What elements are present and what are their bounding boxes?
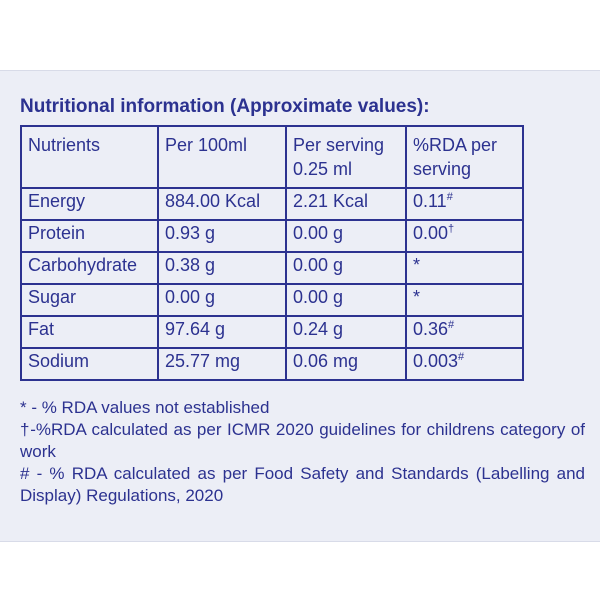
table-cell: 0.00 g: [157, 283, 287, 317]
cell-text: 0.003: [413, 351, 459, 371]
table-row: Protein 0.93 g 0.00 g 0.00†: [20, 219, 524, 253]
cell-text: 0.24 g: [293, 319, 344, 339]
cell-text: 0.93 g: [165, 223, 216, 243]
cell-text: Fat: [28, 319, 55, 339]
cell-text: 884.00 Kcal: [165, 191, 261, 211]
table-cell: 97.64 g: [157, 315, 287, 349]
cell-text: 0.00 g: [293, 223, 344, 243]
cell-text: 0.00 g: [165, 287, 216, 307]
table-row: Carbohydrate 0.38 g 0.00 g *: [20, 251, 524, 285]
table-cell: *: [405, 251, 524, 285]
header-row: Nutrients Per 100ml Per serving 0.25 ml %RD…: [20, 125, 524, 189]
table-cell: 0.93 g: [157, 219, 287, 253]
cell-text: 0.00 g: [293, 287, 344, 307]
table-cell: Carbohydrate: [20, 251, 159, 285]
cell-text: *: [413, 255, 421, 275]
header-cell: Nutrients: [20, 125, 159, 189]
table-cell: 0.00 g: [285, 251, 407, 285]
footnote-mark: #: [446, 191, 453, 203]
table-cell: 0.11#: [405, 187, 524, 221]
cell-text: Carbohydrate: [28, 255, 138, 275]
cell-text: 0.36: [413, 319, 449, 339]
table-cell: *: [405, 283, 524, 317]
table-cell: 0.00 g: [285, 283, 407, 317]
footnote: * - % RDA values not established: [20, 398, 270, 417]
cell-text: 0.00: [413, 223, 449, 243]
table-row: Energy 884.00 Kcal 2.21 Kcal 0.11#: [20, 187, 524, 221]
cell-text: 2.21 Kcal: [293, 191, 369, 211]
nutrition-table: Nutrients Per 100ml Per serving 0.25 ml %RD…: [20, 125, 524, 381]
table-cell: 0.36#: [405, 315, 524, 349]
table-cell: Energy: [20, 187, 159, 221]
table-row: Fat 97.64 g 0.24 g 0.36#: [20, 315, 524, 349]
table-cell: Sugar: [20, 283, 159, 317]
header-cell: Per serving 0.25 ml: [285, 125, 407, 189]
cell-text: *: [413, 287, 421, 307]
cell-text: 0.38 g: [165, 255, 216, 275]
table-cell: 0.06 mg: [285, 347, 407, 381]
table-cell: 2.21 Kcal: [285, 187, 407, 221]
cell-text: 0.00 g: [293, 255, 344, 275]
cell-text: 97.64 g: [165, 319, 226, 339]
footnote-mark: #: [448, 319, 455, 331]
title: Nutritional information (Approximate val…: [20, 96, 430, 117]
table-cell: 0.00†: [405, 219, 524, 253]
table-cell: Fat: [20, 315, 159, 349]
table-cell: 0.38 g: [157, 251, 287, 285]
cell-text: 0.06 mg: [293, 351, 359, 371]
table-cell: 0.00 g: [285, 219, 407, 253]
cell-text: 25.77 mg: [165, 351, 241, 371]
table-cell: Protein: [20, 219, 159, 253]
footnote-mark: #: [458, 351, 465, 363]
cell-text: Sugar: [28, 287, 77, 307]
table-row: Sugar 0.00 g 0.00 g *: [20, 283, 524, 317]
header-cell: Per 100ml: [157, 125, 287, 189]
table-cell: 0.24 g: [285, 315, 407, 349]
table-cell: 884.00 Kcal: [157, 187, 287, 221]
cell-text: Protein: [28, 223, 86, 243]
footnote: †-%RDA calculated as per ICMR 2020 guide…: [20, 420, 585, 461]
footnote-mark: †: [448, 223, 455, 235]
table-cell: 0.003#: [405, 347, 524, 381]
header-cell: %RDA per serving: [405, 125, 524, 189]
table-row: Sodium 25.77 mg 0.06 mg 0.003#: [20, 347, 524, 381]
table-cell: Sodium: [20, 347, 159, 381]
table-cell: 25.77 mg: [157, 347, 287, 381]
footnote: # - % RDA calculated as per Food Safety …: [20, 464, 585, 505]
cell-text: Sodium: [28, 351, 90, 371]
cell-text: Energy: [28, 191, 86, 211]
footnotes: * - % RDA values not established †-%RDA c…: [20, 397, 585, 507]
cell-text: 0.11: [413, 191, 447, 211]
